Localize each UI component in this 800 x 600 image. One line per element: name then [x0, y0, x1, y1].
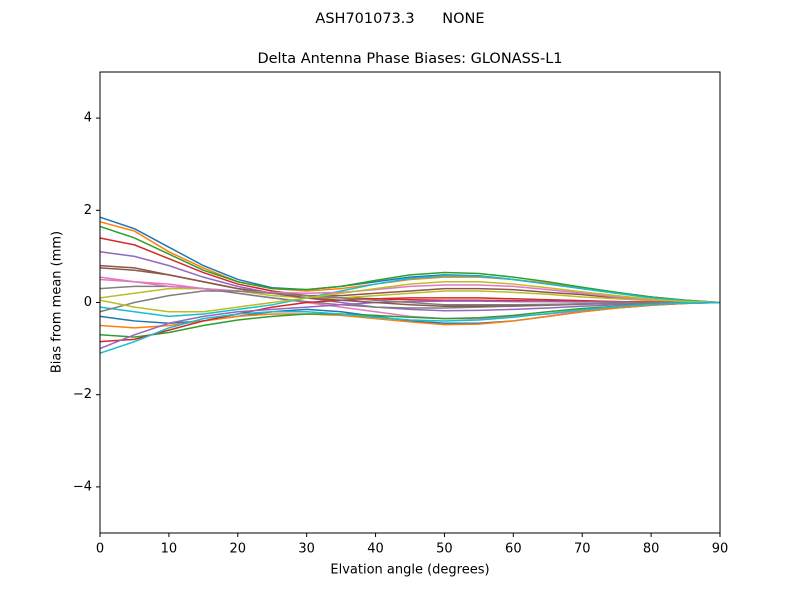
- series-line: [99, 275, 721, 318]
- series-line: [99, 301, 721, 354]
- series-line: [99, 251, 721, 312]
- suptitle: ASH701073.3 NONE: [315, 11, 484, 27]
- y-tick-label: −2: [73, 387, 92, 402]
- x-tick-label: 90: [712, 542, 729, 557]
- x-tick-label: 30: [298, 542, 315, 557]
- series-line: [99, 276, 721, 304]
- y-tick-label: 4: [84, 111, 92, 126]
- x-tick-label: 40: [367, 542, 384, 557]
- x-tick-label: 50: [436, 542, 453, 557]
- x-tick-label: 80: [643, 542, 660, 557]
- x-tick-label: 10: [161, 542, 178, 557]
- x-tick-label: 70: [574, 542, 591, 557]
- y-tick-label: 2: [84, 203, 92, 218]
- series-line: [99, 281, 721, 313]
- x-tick-label: 0: [96, 542, 104, 557]
- plot-area: [99, 216, 721, 354]
- series-line: [99, 290, 720, 313]
- series-line: [99, 225, 721, 304]
- x-axis-label: Elvation angle (degrees): [330, 563, 489, 578]
- y-tick-label: 0: [84, 295, 92, 310]
- series-line: [99, 216, 721, 304]
- y-axis-label: Bias from mean (mm): [50, 231, 65, 373]
- chart-title: Delta Antenna Phase Biases: GLONASS-L1: [257, 51, 562, 67]
- series-line: [99, 300, 720, 350]
- x-tick-label: 60: [505, 542, 522, 557]
- y-tick-label: −4: [73, 479, 92, 494]
- x-tick-label: 20: [230, 542, 247, 557]
